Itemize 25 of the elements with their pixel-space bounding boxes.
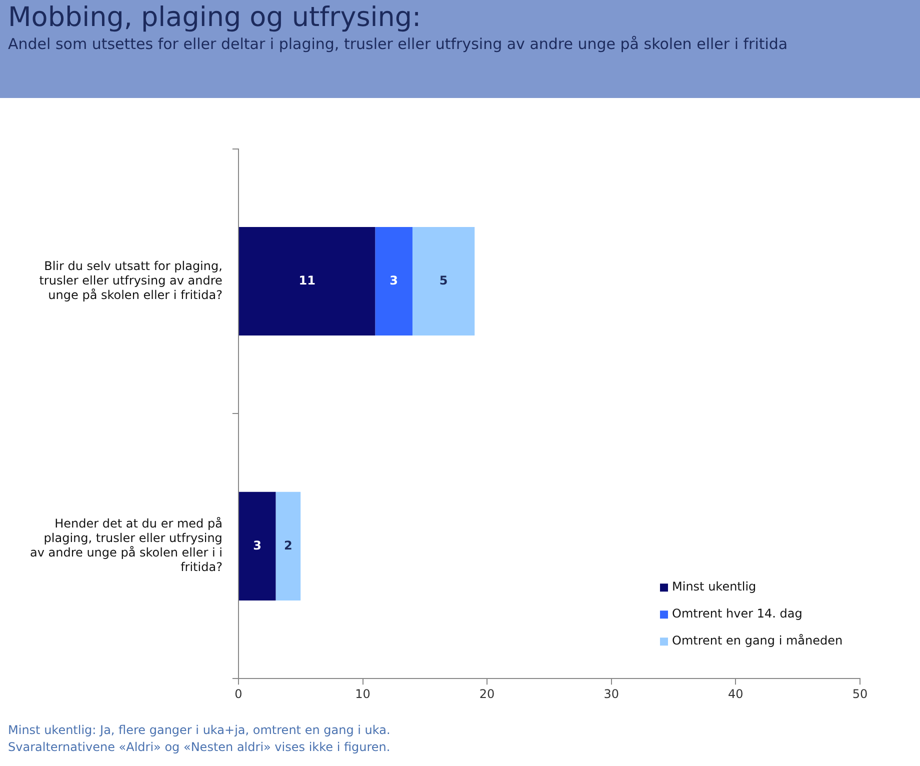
data-label: 5 (439, 273, 448, 288)
y-tick-label: Blir du selv utsatt for plaging, trusler eller utfrysing av andre unge på skolen eller i fritida? (39, 258, 222, 302)
text: Svaralternativene «Aldri» og «Nesten aldri» vises ikke i figuren. (8, 739, 390, 756)
x-tick-label: 20 (479, 686, 495, 701)
legend-label: Omtrent hver 14. dag (672, 606, 802, 621)
data-label: 3 (253, 538, 262, 552)
x-tick-label: 10 (355, 686, 370, 701)
x-tick-label: 40 (728, 686, 744, 701)
bar (238, 226, 376, 336)
legend-label: Omtrent en gang i måneden (672, 634, 843, 648)
x-tick-label: 0 (234, 686, 242, 701)
x-tick-label: 50 (852, 686, 868, 701)
bar (412, 226, 475, 336)
data-label: 11 (298, 273, 316, 288)
bar (276, 492, 301, 600)
legend-label: Minst ukentlig (672, 580, 756, 594)
chart-subtitle: Andel som utsettes for eller deltar i plaging, trusler eller utfrysing av andre unge på skolen eller i fritida (8, 35, 789, 53)
y-tick-label: Hender det at du er med på plaging, trusler eller utfrysing av andre unge på skolen eller i i fritida? (30, 516, 222, 574)
bar (238, 492, 276, 600)
chart-title: Mobbing, plaging og utfrysing: (8, 2, 422, 33)
x-tick-label: 30 (604, 686, 620, 701)
data-label: 3 (390, 273, 398, 288)
text: Minst ukentlig: Ja, flere ganger i uka+ja, omtrent en gang i uka. (8, 722, 390, 739)
bar (375, 226, 412, 336)
data-label: 2 (284, 538, 292, 552)
